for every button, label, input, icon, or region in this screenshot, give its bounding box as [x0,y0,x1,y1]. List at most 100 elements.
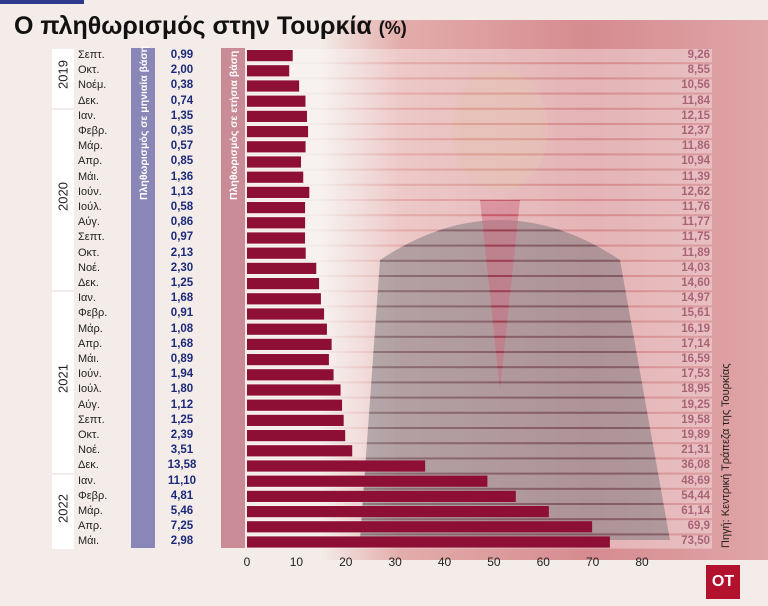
annual-value-label: 19,58 [640,413,710,428]
bar [247,445,353,457]
month-label: Απρ. [78,155,103,168]
bar [247,156,302,168]
month-label: Οκτ. [78,246,100,259]
monthly-value: 0,89 [170,353,194,365]
bar [247,430,346,442]
chart-title-unit: (%) [378,18,407,38]
annual-value-label: 11,86 [640,139,710,154]
month-label: Φεβρ. [78,489,108,502]
monthly-value: 0,38 [170,79,194,92]
row-band [247,246,712,260]
monthly-value: 1,94 [170,368,194,381]
row-band [247,322,712,336]
bar [247,490,516,502]
row-band [247,64,712,78]
chart-title: Ο πληθωρισμός στην Τουρκία (%) [14,12,407,41]
annual-value-label: 9,26 [640,48,710,63]
x-tick-label: 60 [537,555,551,569]
monthly-value: 2,13 [170,246,194,259]
annual-value-label: 11,89 [640,246,710,261]
bar [247,278,320,290]
annual-value-label: 61,14 [640,504,710,519]
annual-value-label: 11,84 [640,94,710,109]
monthly-value: 2,00 [170,64,194,77]
year-group-2021: 2021 [52,292,74,473]
bar [247,80,300,92]
monthly-value: 0,35 [170,125,194,137]
month-label: Ιούν. [78,368,102,381]
annual-value-label: 12,62 [640,185,710,200]
bar [247,308,325,320]
month-label: Μάι. [78,535,100,548]
annual-value-label: 54,44 [640,489,710,504]
month-label: Σεπτ. [78,49,105,61]
month-label: Οκτ. [78,429,100,441]
year-group-2020: 2020 [52,109,74,291]
year-group-2022: 2022 [52,474,74,549]
row-band [247,125,712,139]
x-tick-label: 20 [339,555,353,569]
row-band [247,170,712,184]
x-tick-label: 80 [635,555,649,569]
bar [247,50,293,62]
annual-value-label: 18,95 [640,382,710,397]
x-tick-label: 50 [487,555,501,569]
bar [247,186,310,198]
month-label: Μάι. [78,170,100,183]
year-group-2019: 2019 [52,49,74,108]
annual-value-label: 21,31 [640,443,710,458]
monthly-strip [131,48,155,548]
bar [247,399,343,411]
bar [247,171,304,183]
monthly-value: 0,91 [170,307,194,320]
month-label: Αύγ. [78,216,100,229]
monthly-value: 2,30 [170,261,194,274]
month-label: Μάρ. [78,322,103,335]
bar [247,521,593,533]
month-label: Δεκ. [78,94,99,107]
bar [247,369,334,381]
month-label: Μάι. [78,353,100,365]
monthly-value: 1,68 [170,292,194,305]
bar [247,247,306,259]
month-label: Ιούν. [78,185,102,198]
annual-value-label: 14,60 [640,276,710,291]
bar [247,536,610,548]
row-band [247,79,712,93]
chart-title-text: Ο πληθωρισμός στην Τουρκία [14,12,372,40]
month-label: Φεβρ. [78,125,108,137]
month-label: Απρ. [78,337,103,350]
bar [247,414,344,426]
annual-value-label: 73,50 [640,534,710,549]
annual-value-label: 8,55 [640,63,710,78]
monthly-value: 1,35 [170,109,194,122]
bar [247,506,549,518]
month-label: Νοέ. [78,261,101,274]
month-label: Αύγ. [78,398,100,411]
monthly-value: 1,80 [170,383,194,396]
month-label: Δεκ. [78,459,99,472]
annual-value-label: 19,25 [640,398,710,413]
annual-value-label: 15,61 [640,306,710,321]
month-label: Δεκ. [78,277,99,289]
monthly-value: 7,25 [170,520,194,533]
monthly-value: 1,36 [170,170,194,183]
bar [247,475,488,487]
month-label: Απρ. [78,520,103,533]
annual-value-label: 12,15 [640,109,710,124]
monthly-value: 1,12 [170,398,194,411]
month-label: Φεβρ. [78,307,108,320]
top-accent-bar [0,0,84,4]
monthly-value: 3,51 [170,444,194,457]
annual-value-label: 16,59 [640,352,710,367]
monthly-value: 1,68 [170,337,194,350]
annual-value-label: 11,77 [640,215,710,230]
month-label: Οκτ. [78,64,100,77]
bar [247,384,341,396]
bar [247,126,309,138]
monthly-value: 2,98 [170,535,194,548]
bar [247,354,329,366]
monthly-value: 0,57 [170,140,194,153]
monthly-value: 4,81 [170,489,194,502]
month-label: Μάρ. [78,140,103,153]
